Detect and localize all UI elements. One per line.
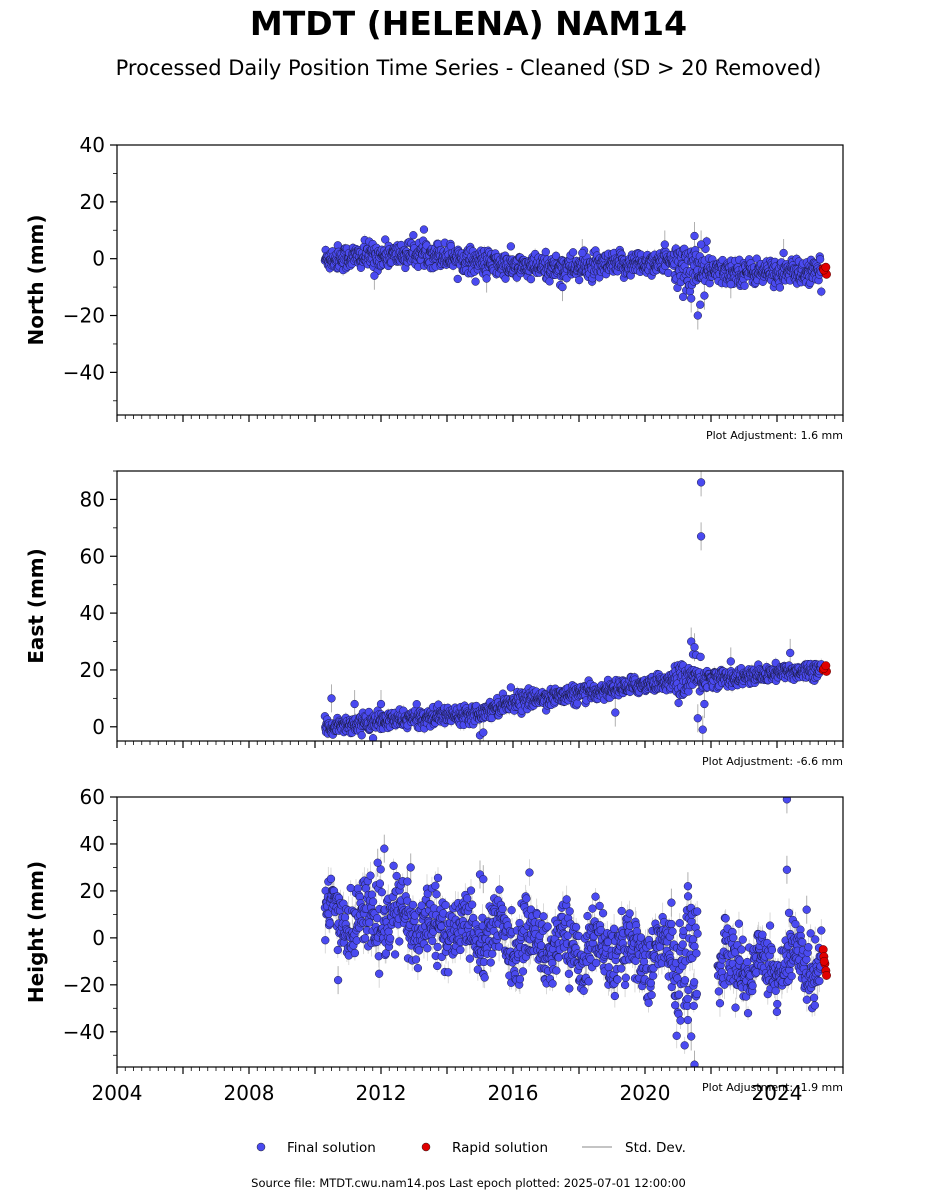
data-layer xyxy=(320,221,831,330)
final-solution-point xyxy=(506,242,516,251)
y-tick-label: −20 xyxy=(63,304,105,328)
final-solution-point xyxy=(693,311,702,320)
final-solution-point xyxy=(357,731,366,740)
y-ticks: −40 −20 0 20 40 xyxy=(63,133,117,402)
final-solution-points xyxy=(320,478,826,741)
rapid-solution-points xyxy=(818,262,831,279)
final-solution-point xyxy=(412,700,421,709)
final-solution-point xyxy=(526,275,536,284)
final-solution-point xyxy=(419,225,429,234)
final-solution-points xyxy=(320,225,826,320)
final-solution-point xyxy=(558,282,567,292)
final-solution-point xyxy=(674,698,683,708)
panels: −40 −20 0 20 40 North (mm) Plot Adjustment: 1.… xyxy=(24,133,844,1105)
final-solution-point xyxy=(482,274,491,283)
x-ticks xyxy=(116,415,844,422)
final-solution-point xyxy=(545,277,554,286)
final-solution-point xyxy=(381,235,390,244)
y-tick-label: −40 xyxy=(63,360,105,384)
final-solution-point xyxy=(726,280,735,289)
final-solution-point xyxy=(687,294,696,303)
final-solution-point xyxy=(700,291,709,300)
data-layer xyxy=(320,471,831,741)
final-solution-point xyxy=(815,255,825,264)
final-solution-point xyxy=(578,248,587,258)
final-solution-point xyxy=(575,275,584,285)
y-tick-label: 20 xyxy=(80,190,105,214)
final-solution-point xyxy=(660,240,669,249)
final-solution-point xyxy=(409,231,418,240)
y-axis-label: North (mm) xyxy=(24,214,48,345)
final-solution-point xyxy=(551,251,561,260)
final-solution-point xyxy=(368,734,378,741)
final-solution-point xyxy=(775,283,785,292)
final-solution-point xyxy=(696,300,705,309)
final-solution-point xyxy=(453,274,462,284)
final-solution-point xyxy=(541,247,550,257)
final-solution-point xyxy=(471,277,480,286)
final-solution-point xyxy=(817,287,826,296)
y-tick-label: 0 xyxy=(92,247,105,271)
final-solution-point xyxy=(568,248,578,257)
rapid-solution-point xyxy=(821,262,831,272)
final-solution-point xyxy=(370,271,379,280)
final-solution-point xyxy=(740,281,749,290)
final-solution-point xyxy=(573,699,582,708)
panel-1: −40 −20 0 20 40 North (mm) Plot Adjustment: 1.… xyxy=(24,133,844,442)
final-solution-point xyxy=(696,240,706,249)
final-solution-point xyxy=(690,231,699,241)
final-solution-point xyxy=(696,652,705,662)
plot-adjustment: Plot Adjustment: 1.6 mm xyxy=(706,429,843,442)
y-tick-label: 40 xyxy=(80,133,105,157)
final-solution-point xyxy=(779,248,788,258)
final-solution-point xyxy=(506,683,516,692)
